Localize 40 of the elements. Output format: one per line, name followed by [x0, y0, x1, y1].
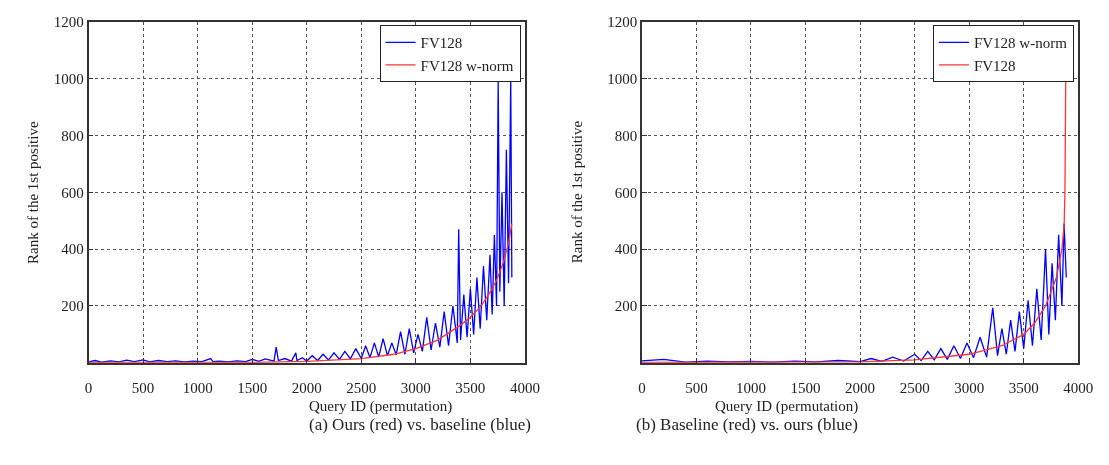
y-tick-label: 400 — [61, 241, 84, 258]
x-tick-label: 2000 — [291, 379, 322, 396]
x-tick-label: 500 — [685, 379, 708, 396]
y-axis-title: Rank of the 1st positive — [568, 120, 585, 264]
x-tick-label: 3500 — [455, 379, 486, 396]
text: (b) Baseline (red) vs. ours (blue) — [636, 415, 858, 434]
x-tick-label: 3000 — [954, 379, 985, 396]
y-tick-label: 400 — [614, 241, 638, 258]
x-tick-label: 1000 — [735, 379, 766, 396]
x-tick-label: 2000 — [845, 379, 876, 396]
y-tick-label: 800 — [61, 127, 84, 144]
text: (a) Ours (red) vs. baseline (blue) — [309, 415, 531, 434]
x-tick-label: 1000 — [182, 379, 213, 396]
y-tick-label: 200 — [61, 298, 84, 315]
x-tick-label: 2500 — [899, 379, 930, 396]
x-tick-label: 2500 — [346, 379, 377, 396]
x-tick-label: 0 — [84, 379, 93, 396]
y-tick-label: 1200 — [607, 14, 638, 31]
y-tick-label: 800 — [614, 127, 638, 144]
y-tick-label: 200 — [614, 298, 638, 315]
x-tick-label: 1500 — [237, 379, 268, 396]
x-axis-title: Query ID (permutation) — [309, 398, 453, 415]
x-tick-label: 1500 — [790, 379, 821, 396]
y-tick-label: 600 — [614, 184, 638, 201]
y-tick-label: 600 — [61, 184, 84, 201]
legend-label: FV128 — [973, 57, 1016, 74]
x-tick-label: 0 — [638, 379, 646, 396]
y-tick-label: 1000 — [53, 70, 84, 87]
y-axis-title: Rank of the 1st positive — [25, 121, 42, 264]
x-tick-label: 4000 — [509, 379, 540, 396]
legend-label: FV128 w-norm — [420, 57, 514, 74]
x-tick-label: 500 — [131, 379, 155, 396]
legend-label: FV128 — [420, 35, 463, 52]
legend-label: FV128 w-norm — [973, 35, 1068, 52]
x-tick-label: 4000 — [1063, 379, 1094, 396]
x-tick-label: 3500 — [1008, 379, 1039, 396]
y-tick-label: 1200 — [53, 14, 84, 31]
x-axis-title: Query ID (permutation) — [715, 398, 859, 415]
x-tick-label: 3000 — [400, 379, 431, 396]
y-tick-label: 1000 — [607, 70, 638, 87]
